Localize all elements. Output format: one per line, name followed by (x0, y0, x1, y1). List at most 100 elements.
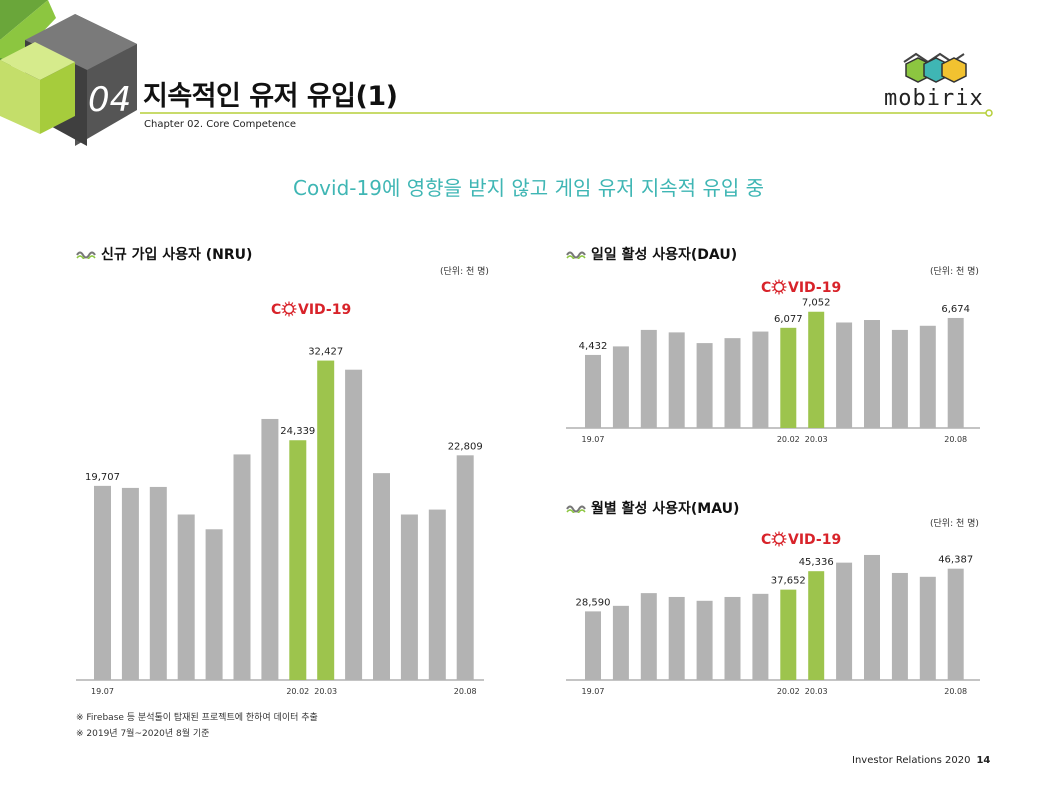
bar-19.09 (149, 486, 167, 680)
tick-label-20.08: 20.08 (944, 687, 967, 696)
bar-19.08 (121, 487, 139, 680)
mobirix-logo-text: mobirix (884, 86, 984, 111)
dau-title-text: 일일 활성 사용자(DAU) (591, 247, 738, 263)
tick-label-20.03: 20.03 (805, 687, 828, 696)
data-label-20.08: 46,387 (938, 555, 973, 566)
bar-19.11 (696, 343, 713, 428)
dau-chart-title: 일일 활성 사용자(DAU) (566, 244, 737, 264)
bar-20.02 (780, 589, 797, 680)
bar-20.06 (891, 329, 908, 428)
bar-19.12 (724, 338, 741, 428)
wave-icon (566, 505, 586, 513)
mau-title-text: 월별 활성 사용자(MAU) (591, 501, 740, 517)
tick-label-20.02: 20.02 (286, 687, 309, 696)
tick-label-20.08: 20.08 (454, 687, 477, 696)
bar-20.06 (891, 572, 908, 680)
tick-label-19.07: 19.07 (582, 687, 605, 696)
bar-20.03 (808, 571, 825, 680)
nru-title-text: 신규 가입 사용자 (NRU) (101, 247, 253, 263)
bar-19.07 (94, 485, 111, 680)
bar-20.02 (289, 440, 307, 680)
tick-label-20.08: 20.08 (944, 435, 967, 444)
bar-19.09 (640, 329, 657, 428)
bar-20.08 (947, 568, 964, 680)
data-label-19.07: 4,432 (579, 341, 608, 352)
data-label-20.03: 32,427 (308, 347, 343, 358)
bar-20.05 (373, 473, 390, 680)
covid-19-label: C VID-19 (761, 279, 841, 296)
virus-icon (281, 301, 297, 317)
wave-icon (566, 251, 586, 259)
tick-label-20.02: 20.02 (777, 435, 800, 444)
bar-20.08 (947, 317, 964, 428)
covid-text-c: C (761, 532, 771, 548)
tick-label-20.02: 20.02 (777, 687, 800, 696)
mobirix-logo-icon (903, 52, 967, 83)
covid-text-c: C (271, 302, 281, 318)
page-subtitle: Chapter 02. Core Competence (144, 119, 296, 130)
bar-20.05 (864, 320, 880, 428)
bar-20.04 (836, 562, 853, 680)
page-title: 지속적인 유저 유입(1) (143, 81, 398, 112)
covid-text-rest: VID-19 (788, 280, 841, 296)
covid-text-c: C (761, 280, 771, 296)
data-label-20.08: 22,809 (448, 441, 483, 452)
bar-20.04 (836, 322, 853, 428)
data-label-20.03: 45,336 (799, 557, 834, 568)
bar-19.09 (640, 593, 657, 680)
dau-bar-chart: 4,432 19.07 6,077 20.02 7,052 20.03 6,674 20.08… (566, 279, 980, 444)
bar-20.08 (456, 455, 474, 680)
chapter-number: 04 (88, 80, 132, 120)
bar-20.01 (261, 418, 279, 680)
data-label-20.08: 6,674 (941, 304, 970, 315)
bar-20.03 (808, 311, 825, 428)
bar-20.07 (428, 509, 446, 680)
bar-20.03 (317, 360, 335, 680)
nru-bar-chart: 19,707 19.07 24,339 20.02 32,427 20.03 22,809 2… (76, 301, 484, 696)
bar-19.07 (585, 611, 601, 680)
bar-19.10 (177, 514, 195, 680)
data-label-19.07: 19,707 (85, 472, 120, 483)
bar-19.12 (233, 454, 251, 680)
data-label-20.02: 6,077 (774, 314, 803, 325)
headline: Covid-19에 영향을 받지 않고 게임 유저 지속적 유입 중 (292, 176, 764, 200)
bar-19.08 (612, 605, 629, 680)
bar-20.05 (864, 554, 880, 680)
dau-unit: (단위: 천 명) (930, 267, 979, 277)
bar-19.07 (585, 354, 601, 428)
mau-chart-title: 월별 활성 사용자(MAU) (566, 498, 739, 518)
covid-text-rest: VID-19 (788, 532, 841, 548)
mau-unit: (단위: 천 명) (930, 519, 979, 529)
bar-19.10 (668, 332, 685, 428)
bar-20.02 (780, 327, 797, 428)
virus-icon (771, 279, 787, 295)
data-label-20.02: 37,652 (771, 576, 806, 587)
tick-label-20.03: 20.03 (314, 687, 337, 696)
data-label-20.02: 24,339 (280, 426, 315, 437)
bar-20.01 (752, 331, 769, 428)
bar-19.11 (205, 529, 223, 680)
header-accent-line (140, 109, 993, 117)
bar-20.07 (919, 576, 936, 680)
covid-19-label: C VID-19 (761, 531, 841, 548)
tick-label-19.07: 19.07 (582, 435, 605, 444)
tick-label-19.07: 19.07 (91, 687, 114, 696)
note-1: ※ Firebase 등 분석툴이 탑재된 프로젝트에 한하여 데이터 추출 (76, 713, 318, 723)
bar-20.07 (919, 325, 936, 428)
note-2: ※ 2019년 7월~2020년 8월 기준 (76, 729, 210, 739)
wave-icon (76, 251, 96, 259)
bar-19.10 (668, 596, 685, 680)
data-label-19.07: 28,590 (576, 597, 611, 608)
tick-label-20.03: 20.03 (805, 435, 828, 444)
bar-19.08 (612, 346, 629, 428)
page-number: 14 (976, 755, 991, 766)
header-cube-decoration (0, 0, 137, 146)
covid-19-label: C VID-19 (271, 301, 351, 318)
footer: Investor Relations 2020 14 (852, 755, 990, 766)
virus-icon (771, 531, 787, 547)
bar-20.01 (752, 593, 769, 680)
footer-text: Investor Relations 2020 (852, 755, 971, 766)
bar-20.06 (400, 514, 418, 680)
bar-19.11 (696, 600, 713, 680)
bar-19.12 (724, 596, 741, 680)
